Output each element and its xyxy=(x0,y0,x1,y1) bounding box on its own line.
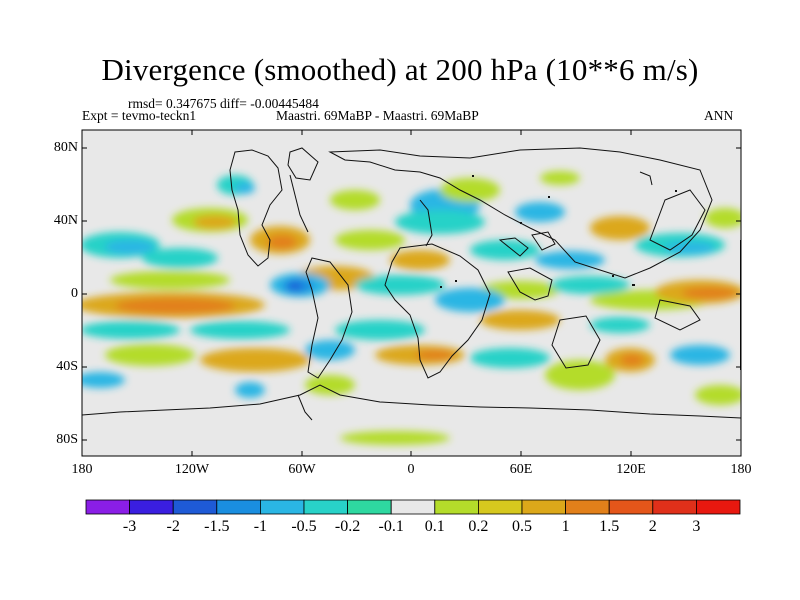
colorbar-label: -0.2 xyxy=(334,518,361,535)
colorbar-swatch xyxy=(172,499,218,515)
colorbar-swatch xyxy=(390,499,436,515)
lat-label-80n: 80N xyxy=(53,140,78,155)
experiment-label: Expt = tevmo-teckn1 xyxy=(82,108,197,123)
lat-label-40s: 40S xyxy=(56,359,78,374)
colorbar-swatch xyxy=(477,499,523,515)
axis-ticks xyxy=(82,130,741,456)
colorbar-swatch xyxy=(652,499,697,515)
lon-label-0: 0 xyxy=(407,462,415,477)
stats-line: rmsd= 0.347675 diff= -0.00445484 xyxy=(128,96,319,111)
coastlines xyxy=(82,147,741,421)
colorbar-label: 2 xyxy=(648,518,657,535)
divergence-field xyxy=(82,171,741,445)
lon-label-120w: 120W xyxy=(174,462,210,477)
colorbar-swatch xyxy=(521,499,566,515)
colorbar-swatch xyxy=(216,499,261,515)
lat-label-40n: 40N xyxy=(53,213,78,228)
colorbar-swatch xyxy=(696,499,741,515)
lon-label-60w: 60W xyxy=(288,462,316,477)
lon-label-180-west: 180 xyxy=(71,462,93,477)
plot-title: Divergence (smoothed) at 200 hPa (10**6 … xyxy=(101,52,699,87)
lon-label-120e: 120E xyxy=(616,462,646,477)
lon-label-180-east: 180 xyxy=(730,462,752,477)
colorbar-swatch xyxy=(129,499,174,515)
colorbar-label: -1 xyxy=(253,518,268,535)
colorbar-label: -2 xyxy=(166,518,180,535)
case-label: Maastri. 69MaBP - Maastri. 69MaBP xyxy=(276,108,479,123)
colorbar-label: 1.5 xyxy=(599,518,620,535)
colorbar-label: 0.2 xyxy=(468,518,489,535)
period-label: ANN xyxy=(704,108,734,123)
colorbar-swatch xyxy=(434,499,479,515)
colorbar xyxy=(85,499,741,515)
colorbar-label: -0.5 xyxy=(291,518,317,535)
lat-label-equator: 0 xyxy=(71,286,78,301)
lat-label-80s: 80S xyxy=(56,432,78,447)
colorbar-swatch xyxy=(565,499,610,515)
colorbar-label: -3 xyxy=(122,518,137,535)
colorbar-label: -1.5 xyxy=(204,518,230,535)
colorbar-label: -0.1 xyxy=(378,518,404,535)
colorbar-swatch xyxy=(347,499,392,515)
lon-label-60e: 60E xyxy=(509,462,533,477)
colorbar-label: 0.1 xyxy=(424,518,445,535)
colorbar-label: 1 xyxy=(561,518,570,535)
colorbar-swatch xyxy=(85,499,130,515)
colorbar-swatch xyxy=(259,499,305,515)
colorbar-swatch xyxy=(608,499,654,515)
colorbar-label: 0.5 xyxy=(512,518,532,535)
colorbar-label: 3 xyxy=(692,518,701,535)
colorbar-swatch xyxy=(303,499,348,515)
